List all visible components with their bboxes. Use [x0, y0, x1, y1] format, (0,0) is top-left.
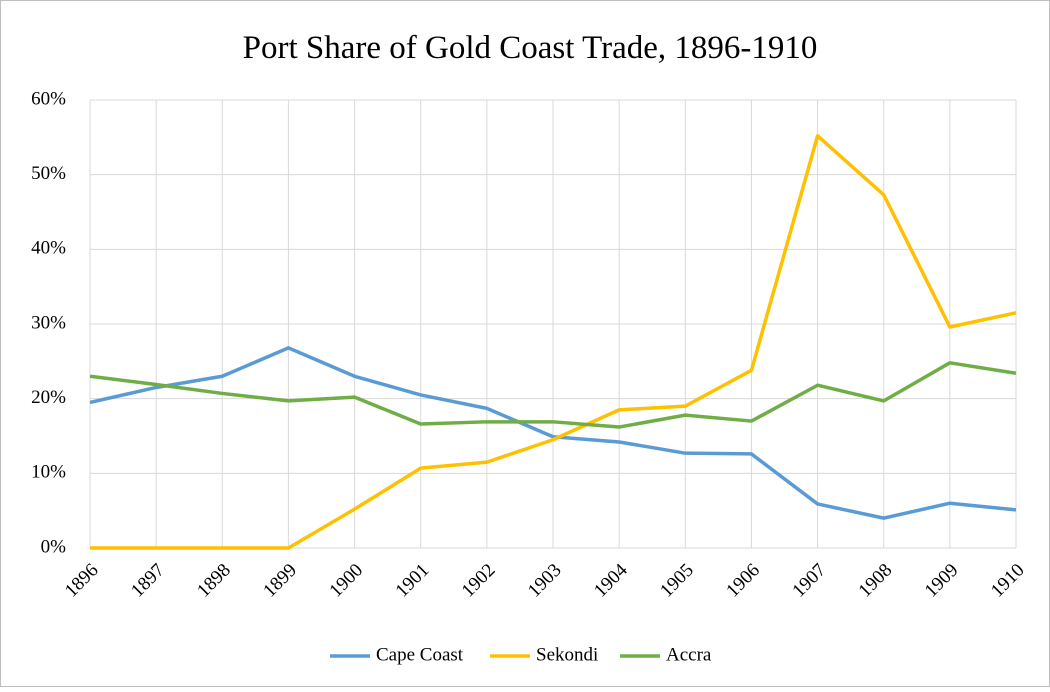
y-tick-label: 0%: [41, 536, 67, 557]
y-tick-label: 60%: [31, 88, 66, 109]
legend-label: Cape Coast: [376, 644, 464, 665]
y-tick-label: 20%: [31, 387, 66, 408]
legend-label: Sekondi: [536, 644, 598, 665]
legend-label: Accra: [666, 644, 712, 665]
series-line: [89, 361, 1017, 429]
series-line: [89, 346, 1017, 520]
y-tick-label: 40%: [31, 238, 66, 259]
y-tick-label: 50%: [31, 163, 66, 184]
y-tick-label: 30%: [31, 312, 66, 333]
y-tick-label: 10%: [31, 462, 66, 483]
series-line: [90, 134, 1017, 550]
chart-title: Port Share of Gold Coast Trade, 1896-191…: [243, 30, 818, 66]
